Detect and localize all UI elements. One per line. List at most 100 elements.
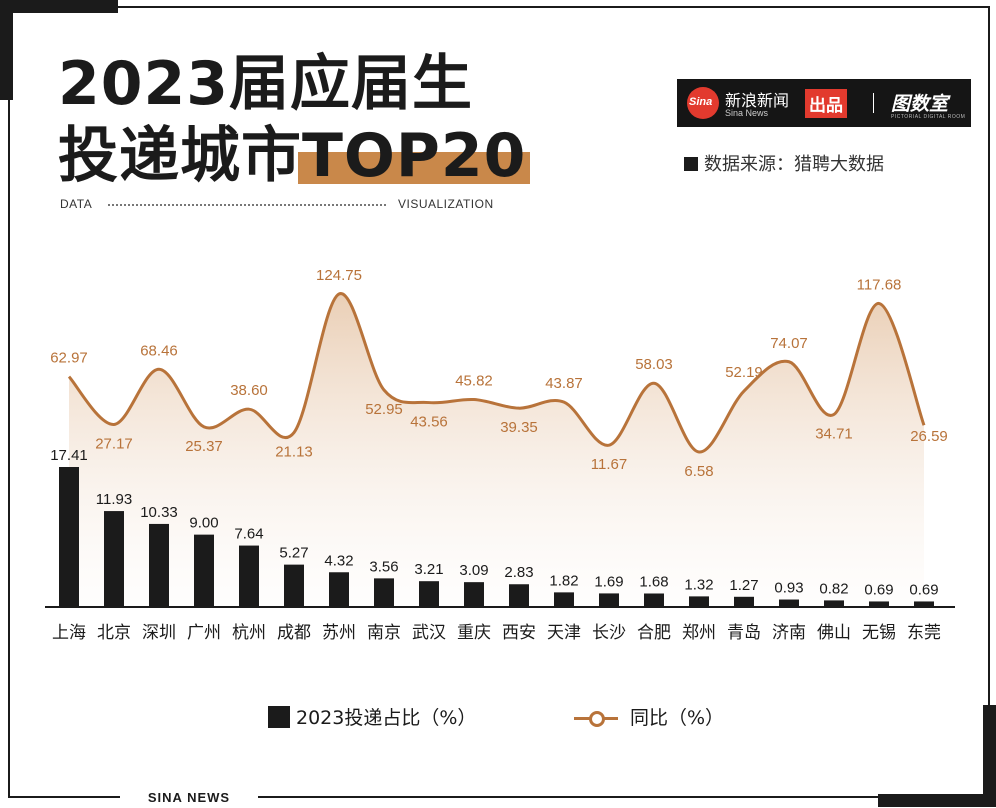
tag-data: DATA	[60, 197, 93, 211]
produced-badge: 出品	[805, 89, 847, 118]
category-label: 重庆	[457, 623, 491, 643]
yoy-value-label: 58.03	[635, 356, 673, 373]
category-label: 青岛	[727, 623, 761, 643]
category-label: 北京	[97, 623, 131, 643]
bar-3	[194, 534, 214, 607]
bar-14	[689, 596, 709, 607]
yoy-value-label: 124.75	[316, 267, 362, 284]
bar-value-label: 1.32	[684, 576, 713, 593]
legend-bar: 2023投递占比（%）	[268, 703, 476, 730]
yoy-value-label: 11.67	[591, 456, 627, 473]
yoy-value-label: 45.82	[455, 373, 493, 390]
bar-value-label: 1.69	[594, 573, 623, 590]
sina-logo-icon: Sina	[687, 87, 719, 119]
yoy-line	[67, 292, 926, 454]
bar-1	[104, 511, 124, 607]
yoy-value-label: 68.46	[140, 342, 178, 359]
category-label: 武汉	[412, 623, 446, 643]
bar-6	[329, 572, 349, 607]
category-label: 济南	[772, 623, 806, 643]
brand-name: 新浪新闻	[725, 91, 790, 110]
legend-bar-swatch	[268, 706, 290, 728]
bar-13	[644, 593, 664, 607]
category-label: 佛山	[817, 623, 851, 643]
bar-2	[149, 523, 169, 607]
bar-value-label: 0.93	[774, 580, 803, 597]
data-source: 数据来源：猎聘大数据	[684, 150, 884, 176]
dotted-divider	[108, 204, 386, 206]
yoy-value-label: 26.59	[910, 428, 948, 445]
category-label: 上海	[52, 623, 86, 643]
bar-value-label: 7.64	[234, 526, 263, 543]
yoy-value-label: 117.68	[857, 276, 902, 293]
category-label: 长沙	[592, 623, 626, 643]
bar-value-label: 17.41	[50, 447, 88, 464]
yoy-value-label: 6.58	[684, 463, 713, 480]
bar-value-label: 1.82	[549, 572, 578, 589]
brand-separator	[873, 93, 874, 113]
bar-value-label: 1.68	[639, 573, 668, 590]
legend-line-label: 同比（%）	[630, 707, 725, 729]
title-highlight: TOP20	[297, 121, 531, 191]
footer-brand: SINA NEWS	[120, 788, 258, 808]
category-label: 深圳	[142, 623, 176, 643]
yoy-value-label: 52.19	[725, 364, 763, 381]
partner-logo: 图数室	[891, 93, 949, 115]
yoy-value-label: 21.13	[275, 444, 313, 461]
yoy-value-label: 43.56	[410, 414, 448, 431]
brand-banner: Sina 新浪新闻 Sina News 出品 图数室 PICTORIAL DIG…	[677, 79, 971, 127]
corner-left-bar	[0, 0, 13, 100]
bar-value-label: 11.93	[96, 491, 132, 508]
bar-7	[374, 578, 394, 607]
category-label: 东莞	[907, 623, 941, 643]
bar-value-label: 4.32	[324, 552, 353, 569]
bar-17	[824, 600, 844, 607]
bar-18	[869, 601, 889, 607]
category-label: 南京	[367, 623, 401, 643]
bar-value-label: 0.69	[864, 581, 893, 598]
yoy-value-label: 74.07	[770, 335, 808, 352]
yoy-value-label: 43.87	[545, 375, 583, 392]
yoy-value-label: 52.95	[365, 401, 403, 418]
yoy-value-label: 38.60	[230, 382, 268, 399]
bar-value-label: 3.56	[369, 558, 398, 575]
bar-value-label: 3.21	[414, 561, 443, 578]
corner-top-left	[0, 0, 118, 13]
category-label: 成都	[277, 623, 311, 643]
bar-value-label: 5.27	[279, 545, 308, 562]
bar-0	[59, 467, 79, 607]
yoy-value-label: 34.71	[815, 425, 853, 442]
bar-16	[779, 599, 799, 607]
yoy-value-label: 62.97	[50, 350, 88, 367]
title-prefix: 投递城市	[58, 121, 302, 191]
category-label: 杭州	[232, 623, 266, 643]
yoy-value-label: 25.37	[185, 438, 223, 455]
category-label: 西安	[502, 623, 536, 643]
category-label: 广州	[187, 623, 221, 643]
bar-15	[734, 596, 754, 607]
legend-line-swatch	[574, 711, 618, 727]
bar-12	[599, 593, 619, 607]
bar-value-label: 0.69	[909, 581, 938, 598]
yoy-area-fill	[69, 293, 924, 607]
bar-value-label: 2.83	[504, 564, 533, 581]
category-label: 郑州	[682, 623, 716, 643]
yoy-value-label: 39.35	[500, 419, 538, 436]
yoy-value-label: 27.17	[95, 435, 133, 452]
legend-line: 同比（%）	[574, 703, 724, 730]
category-label: 苏州	[322, 623, 356, 643]
corner-bottom-right	[878, 794, 996, 807]
tag-visualization: VISUALIZATION	[398, 197, 494, 211]
bar-8	[419, 581, 439, 607]
title-line-2: 投递城市TOP20	[58, 121, 531, 191]
partner-subtitle: PICTORIAL DIGITAL ROOM	[891, 114, 966, 120]
legend-bar-label: 2023投递占比（%）	[296, 707, 477, 729]
bar-9	[464, 582, 484, 607]
bar-5	[284, 564, 304, 607]
brand-name-en: Sina News	[725, 108, 769, 118]
bar-value-label: 1.27	[729, 577, 758, 594]
bar-11	[554, 592, 574, 607]
bar-value-label: 3.09	[459, 562, 488, 579]
category-label: 天津	[547, 623, 581, 643]
